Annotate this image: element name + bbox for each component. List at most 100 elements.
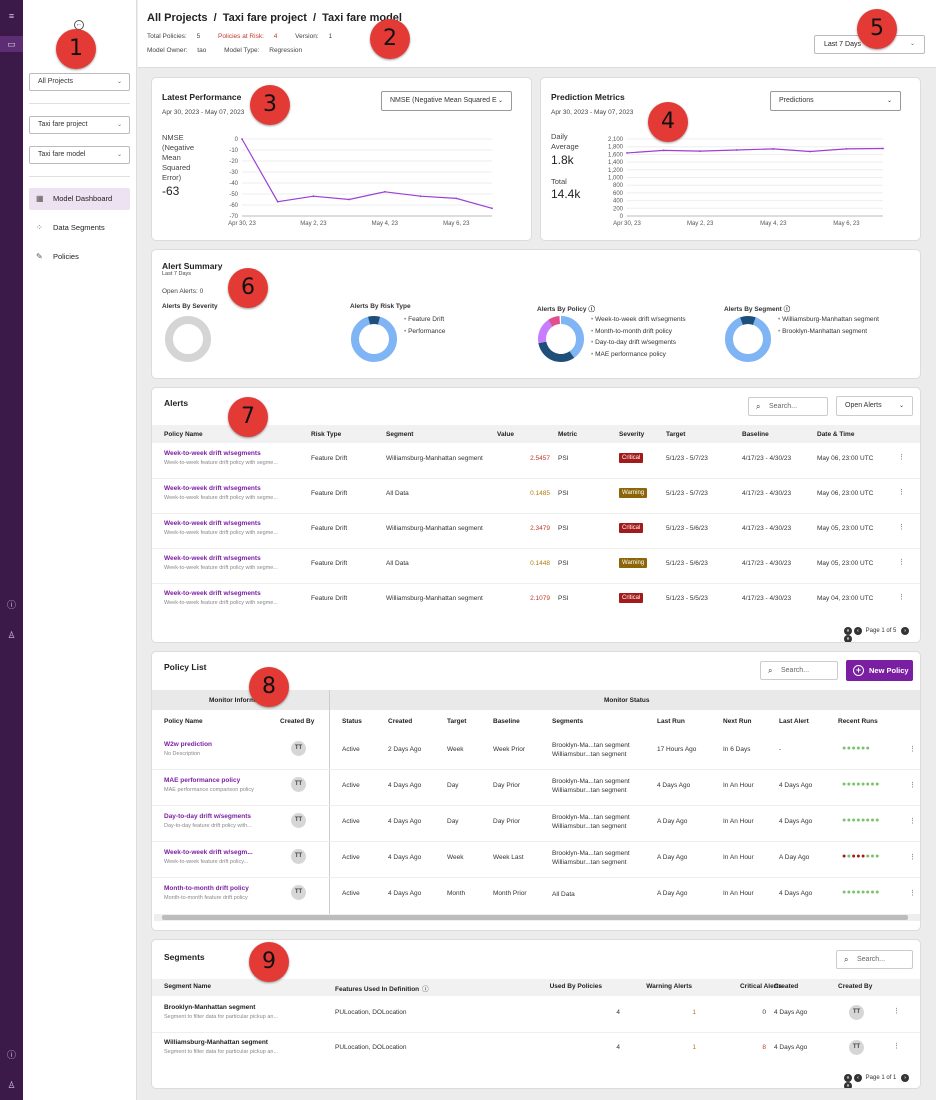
run-success-icon[interactable]: ● (875, 781, 880, 788)
policy-link[interactable]: Week-to-week drift w/segments (164, 590, 261, 597)
prediction-select[interactable]: Predictions ⌄ (770, 91, 901, 111)
run-success-icon[interactable]: ● (851, 817, 857, 824)
severity-badge: Critical (619, 523, 644, 533)
run-success-icon[interactable]: ● (870, 781, 876, 788)
nav-model-dashboard[interactable]: ▦ Model Dashboard (29, 188, 130, 210)
alerts-filter-select[interactable]: Open Alerts ⌄ (836, 396, 913, 416)
run-failed-icon[interactable]: ● (856, 853, 861, 860)
run-success-icon[interactable]: ● (865, 817, 871, 824)
run-success-icon[interactable]: ● (856, 817, 861, 824)
help-icon[interactable]: ⓘ (6, 599, 16, 610)
run-success-icon[interactable]: ● (851, 889, 857, 896)
segment-link[interactable]: Williamsburg-Manhattan segment (164, 1039, 268, 1046)
policy-name-cell: MAE performance policy MAE performance co… (164, 777, 254, 793)
model-select[interactable]: Taxi fare model ⌄ (29, 146, 130, 164)
policy-link[interactable]: Day-to-day drift w/segments (164, 813, 252, 820)
run-success-icon[interactable]: ● (860, 889, 866, 896)
run-success-icon[interactable]: ● (875, 817, 880, 824)
more-options-icon[interactable]: ⋮ (898, 594, 905, 601)
metric-select[interactable]: NMSE (Negative Mean Squared E ⌄ (381, 91, 512, 111)
more-options-icon[interactable]: ⋮ (893, 1008, 900, 1015)
run-success-icon[interactable]: ● (865, 889, 871, 896)
policy-link[interactable]: Week-to-week drift w/segments (164, 555, 261, 562)
run-failed-icon[interactable]: ● (860, 853, 866, 860)
run-success-icon[interactable]: ● (842, 781, 847, 788)
prev-page-icon[interactable]: ‹ (854, 627, 862, 635)
run-success-icon[interactable]: ● (865, 853, 871, 860)
run-success-icon[interactable]: ● (842, 745, 847, 752)
run-success-icon[interactable]: ● (856, 745, 861, 752)
segments-pager: «‹ Page 1 of 1 › » (844, 1074, 920, 1088)
run-success-icon[interactable]: ● (851, 745, 857, 752)
severity-badge: Warning (619, 488, 648, 498)
scrollbar-thumb[interactable] (162, 915, 908, 920)
more-options-icon[interactable]: ⋮ (898, 524, 905, 531)
user-icon[interactable]: ♙ (7, 1079, 16, 1090)
last-page-icon[interactable]: » (844, 1082, 852, 1088)
run-success-icon[interactable]: ● (846, 817, 852, 824)
breadcrumb-project[interactable]: Taxi fare project (222, 12, 307, 24)
run-success-icon[interactable]: ● (846, 889, 852, 896)
more-options-icon[interactable]: ⋮ (898, 454, 905, 461)
run-failed-icon[interactable]: ● (851, 853, 857, 860)
last-page-icon[interactable]: » (844, 635, 852, 642)
run-success-icon[interactable]: ● (842, 889, 847, 896)
alerts-search-input[interactable]: ⌕ Search... (748, 397, 828, 416)
run-success-icon[interactable]: ● (856, 781, 861, 788)
run-success-icon[interactable]: ● (865, 745, 871, 752)
breadcrumb-all-projects[interactable]: All Projects (147, 12, 208, 24)
run-success-icon[interactable]: ● (870, 853, 876, 860)
run-success-icon[interactable]: ● (860, 781, 866, 788)
next-page-icon[interactable]: › (901, 627, 910, 635)
first-page-icon[interactable]: « (844, 627, 852, 635)
target-range: 5/1/23 - 5/6/23 (666, 560, 708, 567)
nav-policies[interactable]: ✎ Policies (29, 246, 130, 268)
run-success-icon[interactable]: ● (875, 889, 880, 896)
run-failed-icon[interactable]: ● (842, 853, 847, 860)
more-options-icon[interactable]: ⋮ (898, 559, 905, 566)
more-options-icon[interactable]: ⋮ (898, 489, 905, 496)
prev-page-icon[interactable]: ‹ (854, 1074, 862, 1082)
first-page-icon[interactable]: « (844, 1074, 852, 1082)
policy-link[interactable]: Month-to-month drift policy (164, 885, 249, 892)
user-icon[interactable]: ♙ (7, 629, 16, 640)
policy-link[interactable]: Week-to-week drift w/segm... (164, 849, 253, 856)
folder-icon[interactable]: ▭ (0, 36, 23, 52)
run-success-icon[interactable]: ● (851, 781, 857, 788)
run-success-icon[interactable]: ● (870, 889, 876, 896)
policy-search-input[interactable]: ⌕ Search... (760, 661, 838, 680)
run-success-icon[interactable]: ● (860, 817, 866, 824)
menu-icon[interactable]: ≡ (8, 11, 15, 21)
run-success-icon[interactable]: ● (856, 889, 861, 896)
more-options-icon[interactable]: ⋮ (909, 854, 916, 861)
callout-8: 8 (249, 667, 289, 707)
more-options-icon[interactable]: ⋮ (909, 890, 916, 897)
policy-link[interactable]: Week-to-week drift w/segments (164, 520, 261, 527)
more-options-icon[interactable]: ⋮ (909, 746, 916, 753)
more-options-icon[interactable]: ⋮ (909, 782, 916, 789)
policy-link[interactable]: Week-to-week drift w/segments (164, 450, 261, 457)
run-success-icon[interactable]: ● (846, 745, 852, 752)
run-success-icon[interactable]: ● (846, 781, 852, 788)
more-options-icon[interactable]: ⋮ (909, 818, 916, 825)
run-success-icon[interactable]: ● (860, 745, 866, 752)
segments-search-input[interactable]: ⌕ Search... (836, 950, 913, 969)
nav-data-segments[interactable]: ⁘ Data Segments (29, 217, 130, 239)
run-success-icon[interactable]: ● (846, 853, 852, 860)
row-divider (152, 877, 920, 878)
policy-link[interactable]: MAE performance policy (164, 777, 241, 784)
run-success-icon[interactable]: ● (842, 817, 847, 824)
project-filter-select[interactable]: All Projects ⌄ (29, 73, 130, 91)
run-success-icon[interactable]: ● (865, 781, 871, 788)
policy-link[interactable]: Week-to-week drift w/segments (164, 485, 261, 492)
horizontal-scrollbar[interactable] (154, 914, 920, 921)
new-policy-button[interactable]: + New Policy (846, 660, 913, 681)
more-options-icon[interactable]: ⋮ (893, 1043, 900, 1050)
help-icon[interactable]: ⓘ (6, 1049, 16, 1060)
policy-link[interactable]: W2w prediction (164, 741, 213, 748)
segment-link[interactable]: Brooklyn-Manhattan segment (164, 1004, 256, 1011)
run-success-icon[interactable]: ● (875, 853, 880, 860)
run-success-icon[interactable]: ● (870, 817, 876, 824)
next-page-icon[interactable]: › (901, 1074, 910, 1082)
project-select[interactable]: Taxi fare project ⌄ (29, 116, 130, 134)
